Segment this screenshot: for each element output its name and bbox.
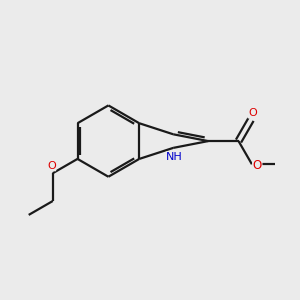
Text: O: O	[253, 159, 262, 172]
Text: O: O	[47, 161, 56, 171]
Text: NH: NH	[166, 152, 183, 162]
Text: O: O	[248, 108, 257, 118]
